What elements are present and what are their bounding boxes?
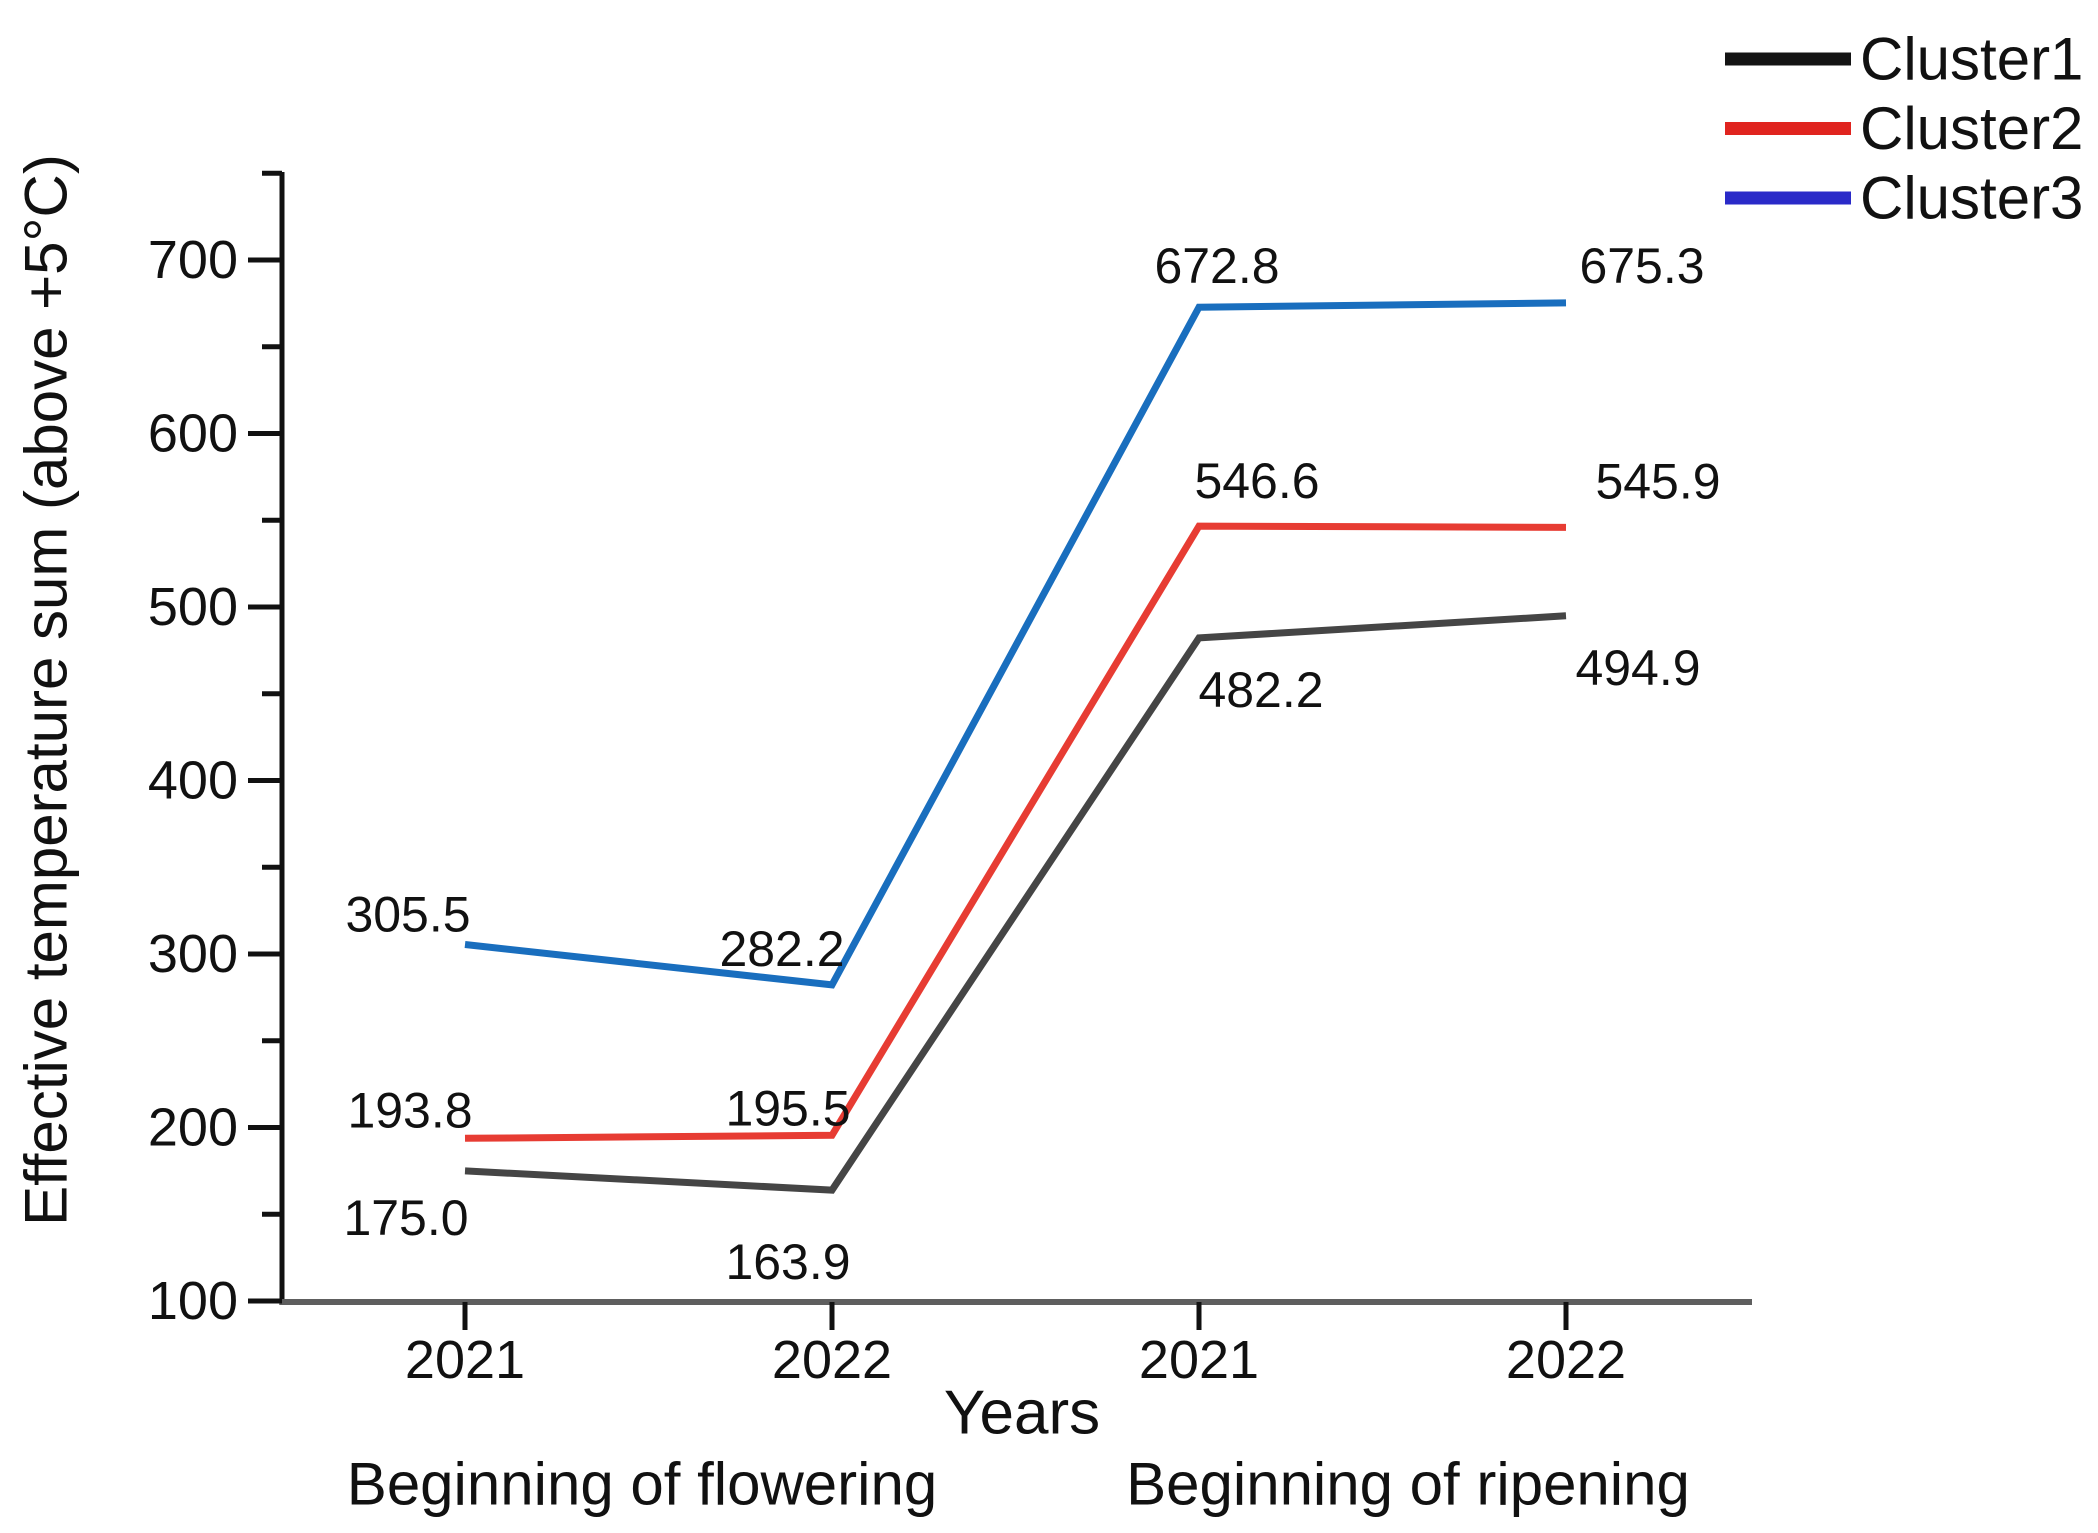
legend-item-cluster1: Cluster1 [1725, 26, 2083, 93]
x-axis-title: Years [944, 1379, 1100, 1448]
data-label-cluster2-0: 193.8 [347, 1082, 472, 1138]
x-tick-label: 2022 [1506, 1330, 1626, 1390]
data-label-cluster2-3: 545.9 [1595, 453, 1720, 509]
legend-label-cluster3: Cluster3 [1860, 165, 2083, 232]
x-axis-ticks: 2021 2022 2021 2022 [405, 1302, 1626, 1390]
group-label-flowering: Beginning of flowering [347, 1451, 937, 1518]
y-axis-ticks: 100 200 300 400 500 600 700 [148, 170, 282, 1331]
legend-label-cluster1: Cluster1 [1860, 26, 2083, 93]
data-label-cluster1-2: 482.2 [1198, 662, 1323, 718]
y-tick-label: 300 [148, 924, 238, 984]
legend-item-cluster2: Cluster2 [1725, 95, 2083, 162]
x-tick-label: 2022 [772, 1330, 892, 1390]
y-tick-label: 500 [148, 577, 238, 637]
y-tick-label: 200 [148, 1098, 238, 1158]
y-tick-label: 100 [148, 1271, 238, 1331]
data-labels: 175.0 163.9 482.2 494.9 193.8 195.5 546.6 545.9… [343, 238, 1720, 1290]
legend-label-cluster2: Cluster2 [1860, 95, 2083, 162]
y-tick-label: 700 [148, 230, 238, 290]
group-label-ripening: Beginning of ripening [1126, 1451, 1690, 1518]
data-label-cluster3-0: 305.5 [345, 886, 470, 942]
x-tick-label: 2021 [1139, 1330, 1259, 1390]
y-axis-title: Effective temperature sum (above +5°C) [13, 154, 80, 1226]
data-label-cluster2-1: 195.5 [725, 1080, 850, 1136]
data-label-cluster1-0: 175.0 [343, 1190, 468, 1246]
series-line-cluster2 [464, 522, 1567, 1142]
series-line-cluster3 [464, 299, 1567, 989]
x-tick-label: 2021 [405, 1330, 525, 1390]
series-lines [464, 299, 1567, 1194]
data-label-cluster1-1: 163.9 [725, 1234, 850, 1290]
series-line-cluster1 [464, 612, 1567, 1194]
data-label-cluster1-3: 494.9 [1575, 640, 1700, 696]
y-tick-label: 600 [148, 404, 238, 464]
legend-item-cluster3: Cluster3 [1725, 165, 2083, 232]
data-label-cluster3-2: 672.8 [1154, 238, 1279, 294]
y-tick-label: 400 [148, 751, 238, 811]
data-label-cluster3-3: 675.3 [1579, 238, 1704, 294]
data-label-cluster2-2: 546.6 [1194, 453, 1319, 509]
data-label-cluster3-1: 282.2 [719, 921, 844, 977]
